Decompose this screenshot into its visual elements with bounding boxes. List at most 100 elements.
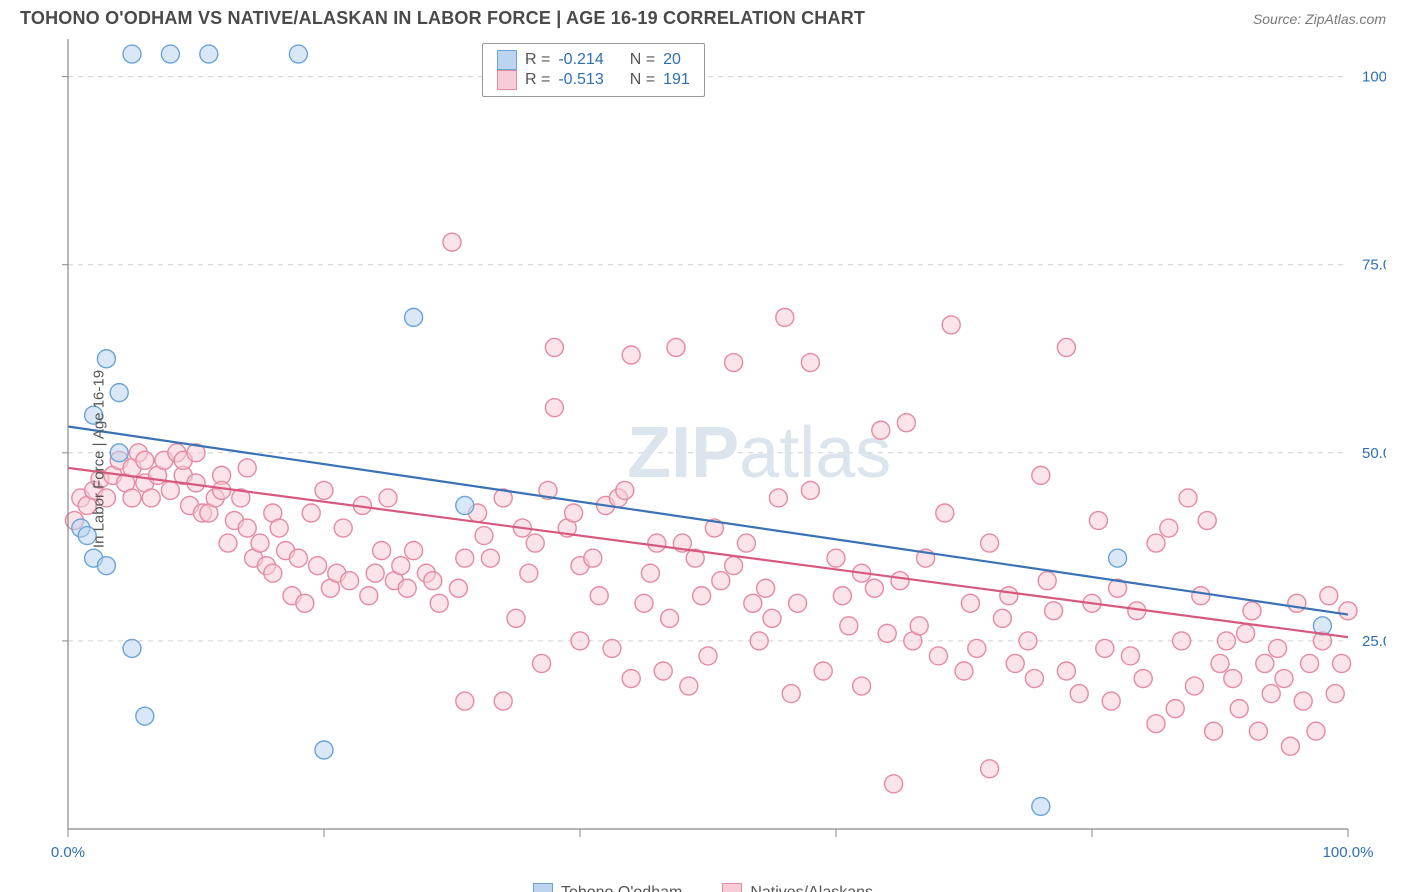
data-point bbox=[1269, 639, 1287, 657]
data-point bbox=[520, 564, 538, 582]
data-point bbox=[392, 557, 410, 575]
data-point bbox=[891, 572, 909, 590]
legend-item: Tohono O'odham bbox=[533, 883, 682, 892]
data-point bbox=[213, 481, 231, 499]
data-point bbox=[981, 534, 999, 552]
data-point bbox=[456, 692, 474, 710]
source-attribution: Source: ZipAtlas.com bbox=[1253, 11, 1386, 27]
data-point bbox=[763, 609, 781, 627]
data-point bbox=[1109, 549, 1127, 567]
data-point bbox=[1057, 662, 1075, 680]
data-point bbox=[654, 662, 672, 680]
data-point bbox=[1166, 700, 1184, 718]
y-tick-label: 25.0% bbox=[1362, 633, 1386, 650]
legend-row: R =-0.513N =191 bbox=[497, 70, 690, 90]
data-point bbox=[526, 534, 544, 552]
data-point bbox=[449, 579, 467, 597]
data-point bbox=[865, 579, 883, 597]
data-point bbox=[341, 572, 359, 590]
data-point bbox=[1294, 692, 1312, 710]
data-point bbox=[801, 354, 819, 372]
data-point bbox=[97, 350, 115, 368]
legend-r-value: -0.214 bbox=[558, 51, 603, 69]
data-point bbox=[993, 609, 1011, 627]
data-point bbox=[1147, 715, 1165, 733]
data-point bbox=[757, 579, 775, 597]
data-point bbox=[776, 308, 794, 326]
data-point bbox=[494, 692, 512, 710]
data-point bbox=[725, 557, 743, 575]
correlation-legend: R =-0.214N =20R =-0.513N =191 bbox=[482, 43, 705, 97]
data-point bbox=[936, 504, 954, 522]
data-point bbox=[161, 481, 179, 499]
data-point bbox=[456, 496, 474, 514]
data-point bbox=[622, 670, 640, 688]
data-point bbox=[1262, 685, 1280, 703]
data-point bbox=[110, 444, 128, 462]
data-point bbox=[161, 45, 179, 63]
data-point bbox=[737, 534, 755, 552]
data-point bbox=[289, 45, 307, 63]
data-point bbox=[878, 624, 896, 642]
data-point bbox=[1326, 685, 1344, 703]
data-point bbox=[1288, 594, 1306, 612]
data-point bbox=[1281, 737, 1299, 755]
data-point bbox=[1134, 670, 1152, 688]
data-point bbox=[302, 504, 320, 522]
data-point bbox=[1025, 670, 1043, 688]
data-point bbox=[1205, 722, 1223, 740]
data-point bbox=[1301, 654, 1319, 672]
data-point bbox=[1320, 587, 1338, 605]
data-point bbox=[1096, 639, 1114, 657]
data-point bbox=[565, 504, 583, 522]
legend-r-label: R = bbox=[525, 71, 550, 89]
data-point bbox=[123, 45, 141, 63]
data-point bbox=[405, 308, 423, 326]
data-point bbox=[1217, 632, 1235, 650]
data-point bbox=[648, 534, 666, 552]
data-point bbox=[1211, 654, 1229, 672]
data-point bbox=[750, 632, 768, 650]
x-tick-label: 0.0% bbox=[51, 844, 85, 861]
data-point bbox=[296, 594, 314, 612]
data-point bbox=[251, 534, 269, 552]
legend-n-label: N = bbox=[630, 51, 655, 69]
source-prefix: Source: bbox=[1253, 11, 1305, 27]
legend-r-label: R = bbox=[525, 51, 550, 69]
data-point bbox=[1121, 647, 1139, 665]
legend-item: Natives/Alaskans bbox=[722, 883, 873, 892]
data-point bbox=[961, 594, 979, 612]
data-point bbox=[590, 587, 608, 605]
data-point bbox=[981, 760, 999, 778]
data-point bbox=[424, 572, 442, 590]
data-point bbox=[929, 647, 947, 665]
data-point bbox=[264, 564, 282, 582]
legend-row: R =-0.214N =20 bbox=[497, 50, 690, 70]
data-point bbox=[360, 587, 378, 605]
data-point bbox=[827, 549, 845, 567]
data-point bbox=[897, 414, 915, 432]
data-point bbox=[1333, 654, 1351, 672]
data-point bbox=[1019, 632, 1037, 650]
legend-r-value: -0.513 bbox=[558, 71, 603, 89]
data-point bbox=[744, 594, 762, 612]
data-point bbox=[955, 662, 973, 680]
data-point bbox=[405, 542, 423, 560]
data-point bbox=[398, 579, 416, 597]
data-point bbox=[769, 489, 787, 507]
data-point bbox=[603, 639, 621, 657]
data-point bbox=[616, 481, 634, 499]
scatter-chart: 25.0%50.0%75.0%100.0%ZIPatlas0.0%100.0% bbox=[20, 39, 1386, 879]
y-axis-label: In Labor Force | Age 16-19 bbox=[91, 370, 108, 548]
data-point bbox=[200, 45, 218, 63]
data-point bbox=[238, 519, 256, 537]
legend-n-value: 191 bbox=[663, 71, 690, 89]
data-point bbox=[968, 639, 986, 657]
series-legend: Tohono O'odham Natives/Alaskans bbox=[0, 883, 1406, 892]
y-tick-label: 50.0% bbox=[1362, 445, 1386, 462]
data-point bbox=[942, 316, 960, 334]
data-point bbox=[571, 632, 589, 650]
data-point bbox=[840, 617, 858, 635]
legend-series-name: Natives/Alaskans bbox=[750, 884, 873, 892]
data-point bbox=[667, 338, 685, 356]
